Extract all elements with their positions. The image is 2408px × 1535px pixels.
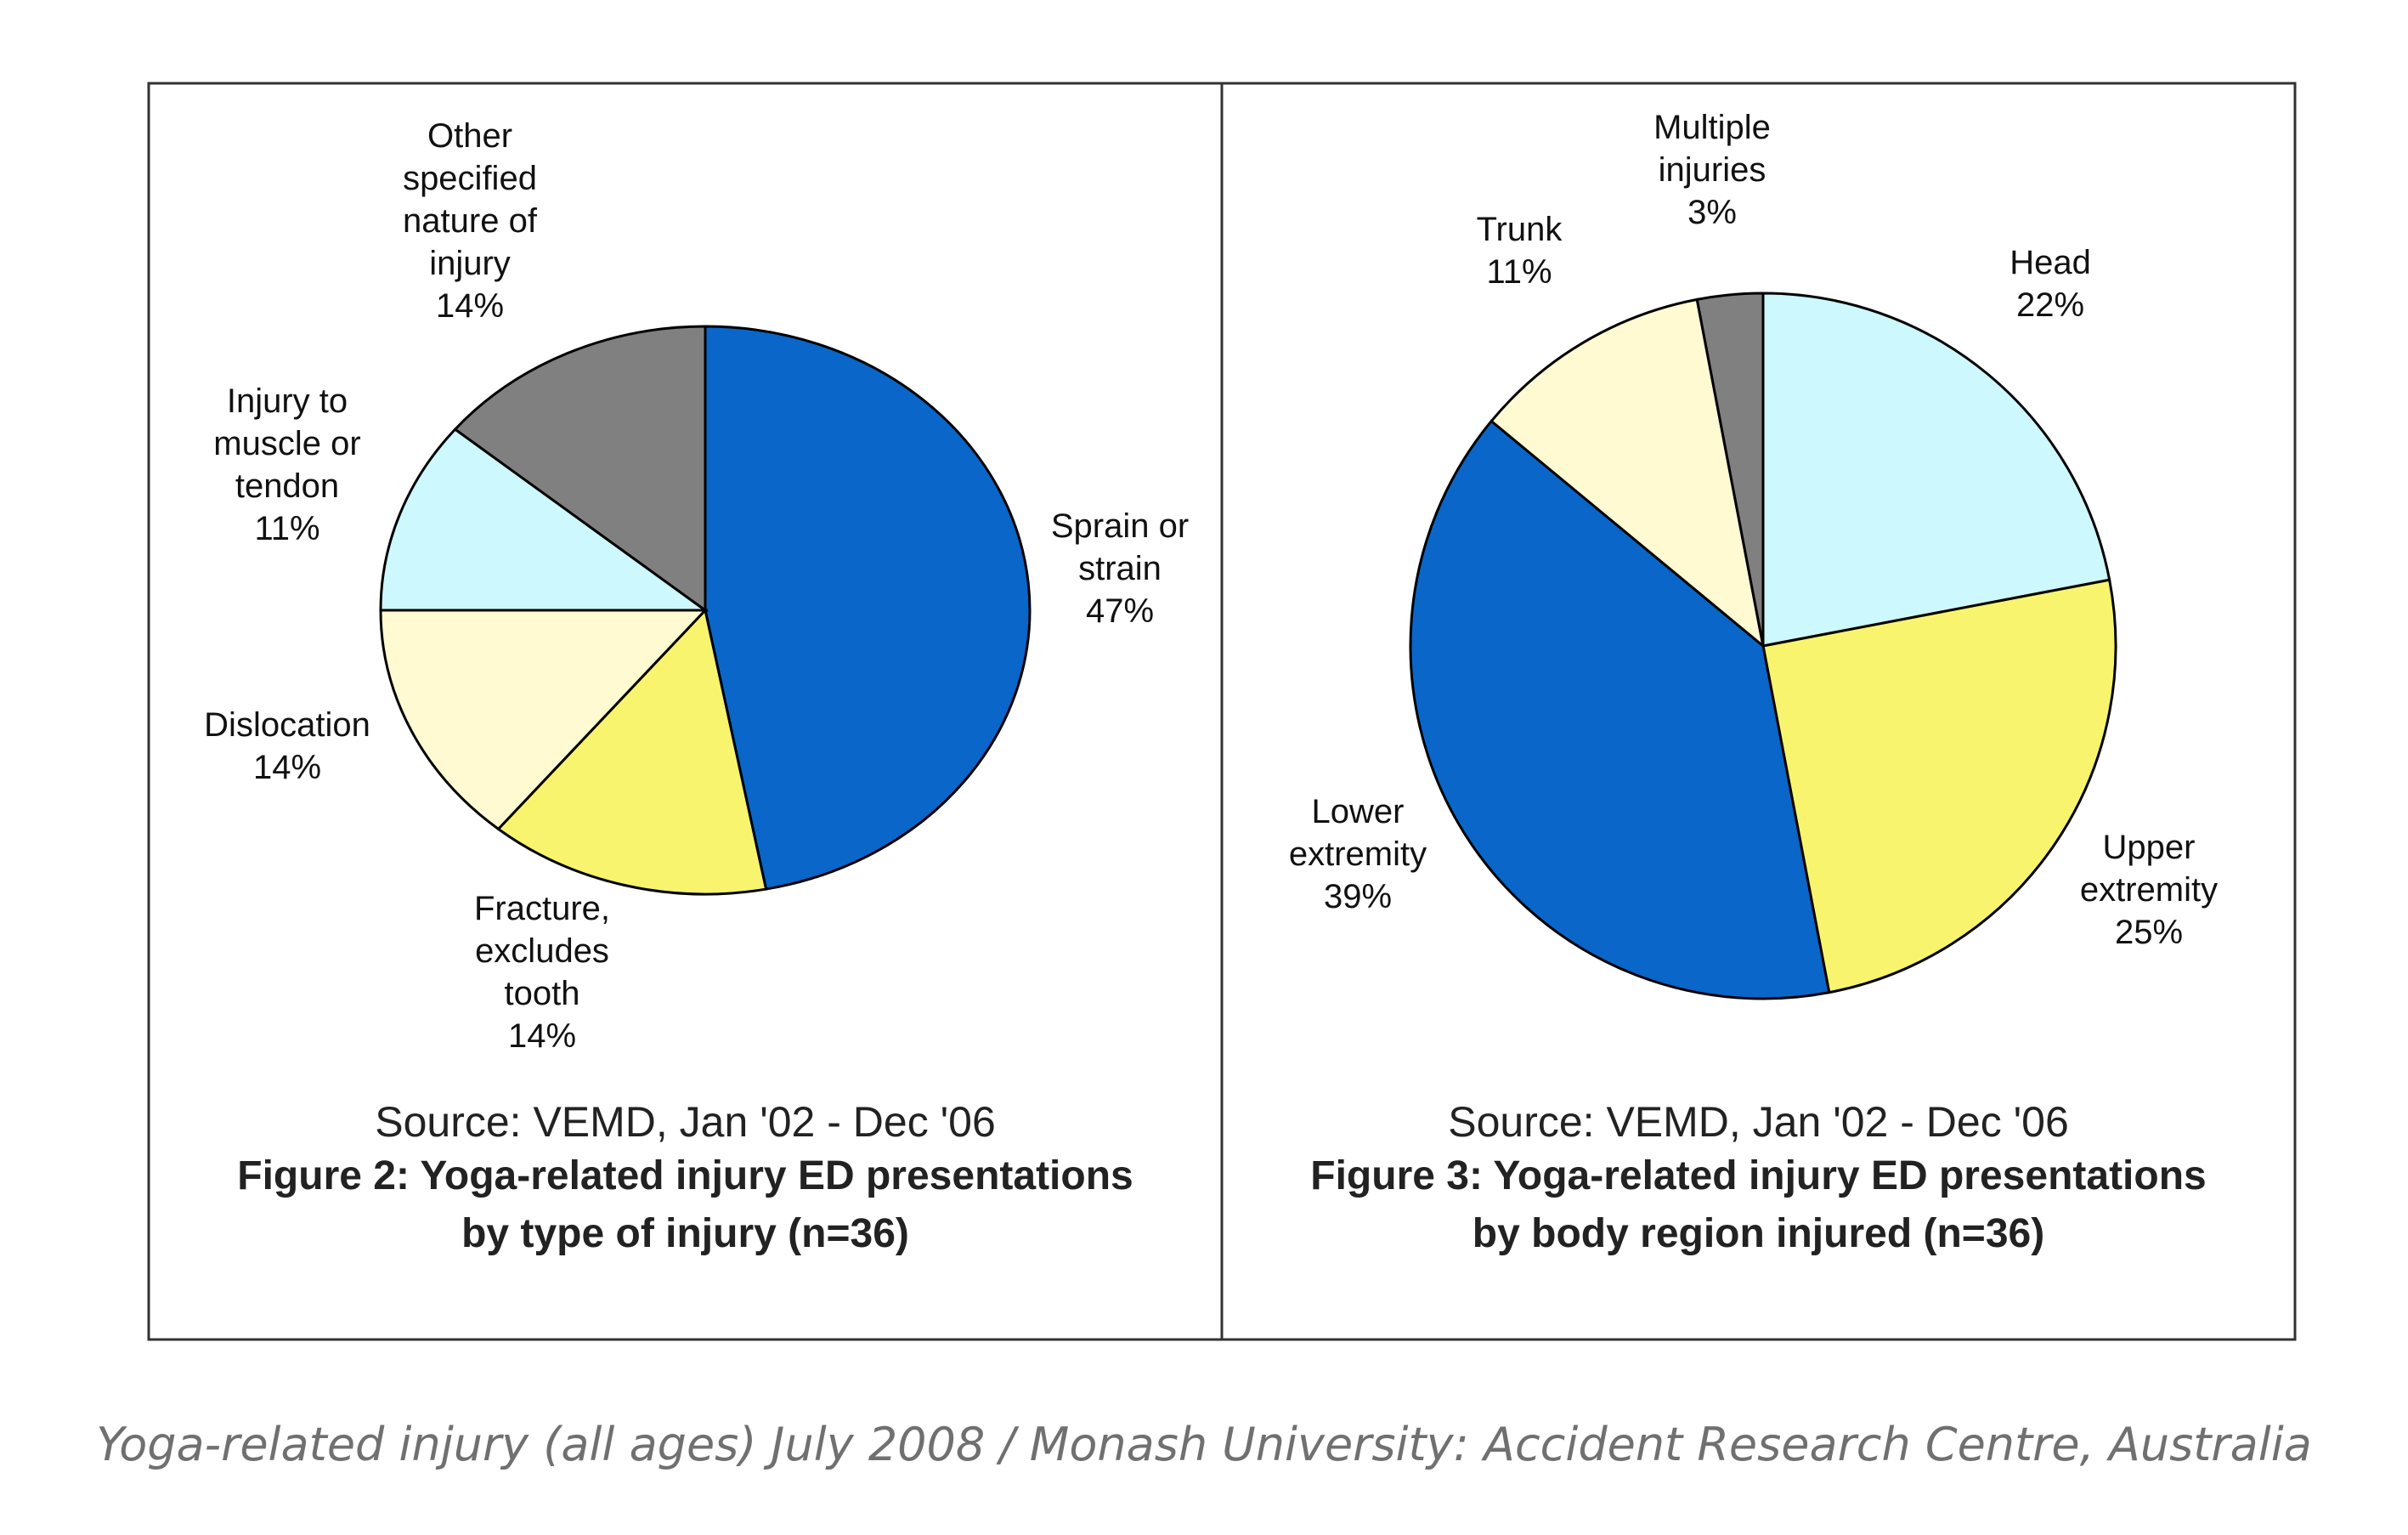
figure-title-line: Figure 3: Yoga-related injury ED present… xyxy=(1310,1153,2207,1198)
slice-label-line: muscle or xyxy=(213,425,360,462)
slice-percent: 11% xyxy=(254,510,319,547)
source-line-fig3: Source: VEMD, Jan '02 - Dec '06 xyxy=(1448,1098,2069,1146)
slice-label-line: excludes xyxy=(475,932,609,970)
slice-percent: 22% xyxy=(2016,286,2084,324)
slice-label: Injury to muscle or tendon 11% xyxy=(213,382,360,547)
pie-slice xyxy=(1409,419,1831,1000)
slice-label-line: injury xyxy=(429,245,511,282)
figure-title-fig2: Figure 2: Yoga-related injury ED present… xyxy=(149,1147,1222,1263)
slice-percent: 25% xyxy=(2115,914,2183,951)
slice-label: Head 22% xyxy=(2009,244,2091,324)
pie-slice xyxy=(453,325,707,613)
slice-label-line: Upper xyxy=(2103,829,2196,866)
figure-title-line: by type of injury (n=36) xyxy=(461,1211,909,1256)
slice-label-line: Injury to xyxy=(227,382,348,420)
pie-slice xyxy=(1761,292,2111,648)
pie-slice xyxy=(379,609,709,831)
slice-percent: 39% xyxy=(1324,878,1392,915)
slice-label-line: nature of xyxy=(403,202,538,240)
slice-label: Lower extremity 39% xyxy=(1289,793,1427,915)
slice-percent: 14% xyxy=(436,287,504,325)
slice-percent: 14% xyxy=(253,749,321,786)
slice-label: Fracture, excludes tooth 14% xyxy=(474,890,610,1055)
slice-label-line: Sprain or xyxy=(1051,507,1189,545)
slice-label-line: Lower xyxy=(1312,793,1405,830)
slice-label: Dislocation 14% xyxy=(204,706,370,786)
slice-label-line: Dislocation xyxy=(204,706,370,744)
slice-percent: 47% xyxy=(1086,592,1154,630)
slice-label: Trunk 11% xyxy=(1477,211,1563,291)
slice-percent: 3% xyxy=(1687,194,1737,231)
pie-slice xyxy=(1761,578,2117,994)
figure-title-line: by body region injured (n=36) xyxy=(1472,1211,2045,1256)
slice-label-line: specified xyxy=(403,160,537,197)
slice-label-line: Trunk xyxy=(1477,211,1563,248)
slice-label-line: Multiple xyxy=(1653,109,1771,146)
slice-label: Upper extremity 25% xyxy=(2080,829,2218,951)
pie-slice xyxy=(1695,292,1765,647)
pie-slice xyxy=(1489,297,1766,649)
slice-label-line: tendon xyxy=(235,467,339,505)
pie-slice xyxy=(496,607,768,896)
figure-title-line: Figure 2: Yoga-related injury ED present… xyxy=(237,1153,1133,1198)
slice-label-line: Head xyxy=(2009,244,2091,281)
panel-caption-fig2: Source: VEMD, Jan '02 - Dec '06 Figure 2… xyxy=(149,1096,1222,1263)
pie-chart-type-of-injury: Sprain or strain 47% Fracture, excludes tooth… xyxy=(204,117,1189,1055)
slice-label: Sprain or strain 47% xyxy=(1051,507,1189,630)
source-line-fig2: Source: VEMD, Jan '02 - Dec '06 xyxy=(375,1098,996,1146)
slice-percent: 11% xyxy=(1486,253,1552,291)
image-caption: Yoga-related injury (all ages) July 2008… xyxy=(96,1418,2312,1471)
slice-label-line: Other xyxy=(427,117,512,155)
pie-slice xyxy=(379,428,709,612)
slice-label-line: extremity xyxy=(2080,871,2218,909)
slice-label: Other specified nature of injury 14% xyxy=(403,117,538,325)
pie-slice xyxy=(704,325,1032,891)
slice-label-line: extremity xyxy=(1289,835,1427,873)
slice-label-line: strain xyxy=(1078,550,1162,587)
pie-chart-body-region: Head 22% Upper extremity 25% Lower extremity 39… xyxy=(1289,109,2218,1000)
slice-label-line: Fracture, xyxy=(474,890,610,927)
panel-caption-fig3: Source: VEMD, Jan '02 - Dec '06 Figure 3… xyxy=(1222,1096,2295,1263)
figure-title-fig3: Figure 3: Yoga-related injury ED present… xyxy=(1222,1147,2295,1263)
slice-percent: 14% xyxy=(508,1017,576,1055)
slice-label-line: injuries xyxy=(1659,151,1766,189)
slice-label: Multiple injuries 3% xyxy=(1653,109,1771,231)
slice-label-line: tooth xyxy=(505,975,580,1012)
